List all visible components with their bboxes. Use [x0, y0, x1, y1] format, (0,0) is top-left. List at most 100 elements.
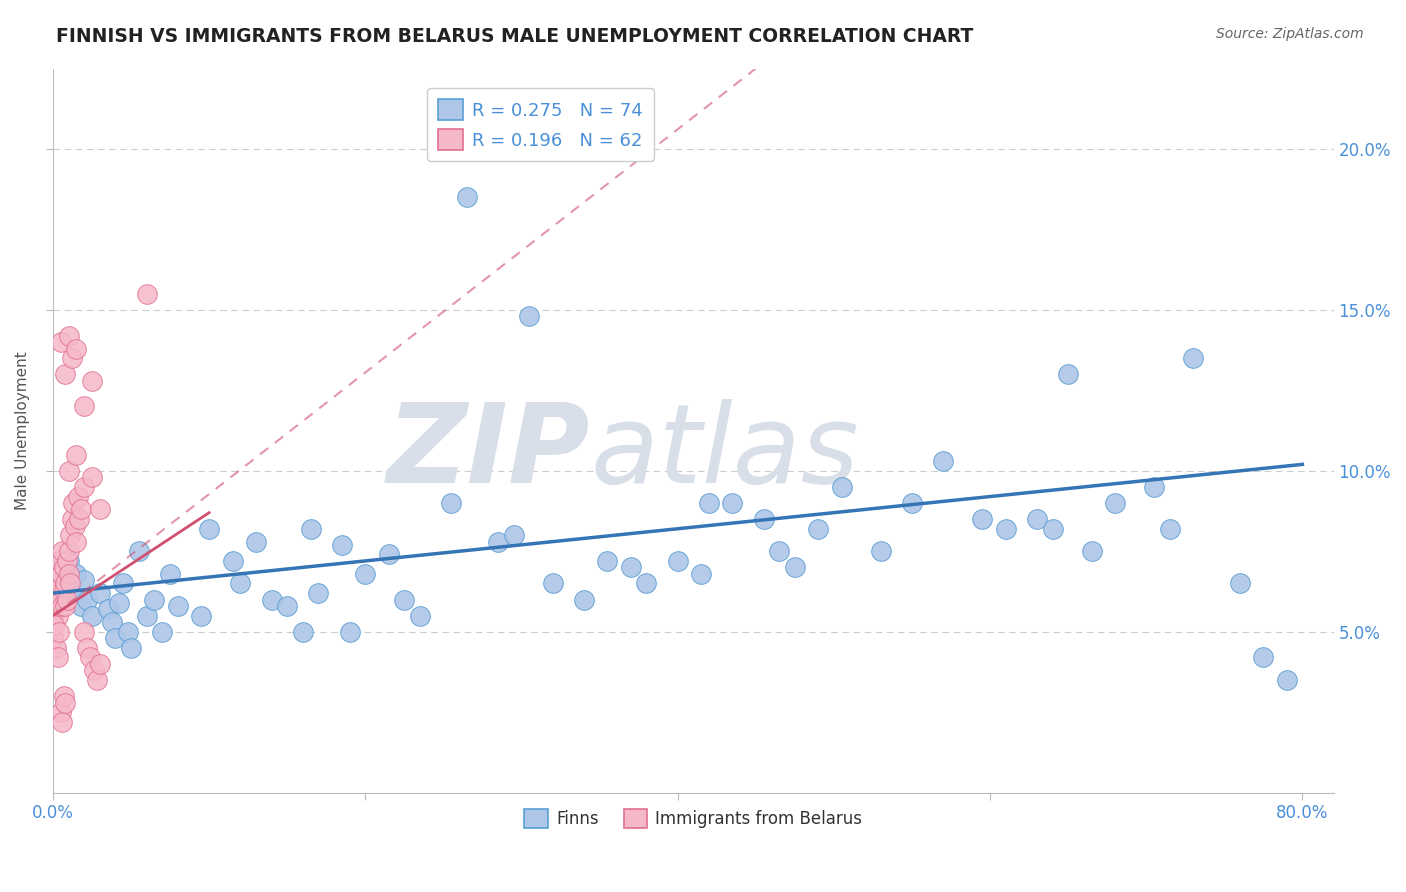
Point [120, 640, 142, 655]
Point [52, 560, 75, 574]
Text: ZIP: ZIP [387, 399, 591, 506]
Y-axis label: Male Unemployment: Male Unemployment [15, 351, 30, 510]
Point [541, 576, 564, 591]
Point [486, 534, 509, 549]
Point [59, 528, 82, 542]
Point [636, 576, 658, 591]
Point [932, 454, 955, 468]
Point [76, 592, 98, 607]
Point [190, 608, 212, 623]
Point [1229, 576, 1251, 591]
Point [49, 705, 72, 719]
Point [69, 512, 91, 526]
Point [55, 599, 77, 613]
Text: FINNISH VS IMMIGRANTS FROM BELARUS MALE UNEMPLOYMENT CORRELATION CHART: FINNISH VS IMMIGRANTS FROM BELARUS MALE … [56, 27, 973, 45]
Point [80, 608, 103, 623]
Point [167, 599, 190, 613]
Point [245, 534, 267, 549]
Point [456, 190, 478, 204]
Point [62, 496, 84, 510]
Point [42, 608, 65, 623]
Point [55, 696, 77, 710]
Point [107, 596, 129, 610]
Point [49, 334, 72, 349]
Point [807, 522, 830, 536]
Point [46, 586, 69, 600]
Point [572, 592, 595, 607]
Point [89, 502, 111, 516]
Point [58, 554, 80, 568]
Point [59, 576, 82, 591]
Point [73, 480, 96, 494]
Point [45, 599, 67, 613]
Point [48, 554, 70, 568]
Point [198, 522, 221, 536]
Point [70, 502, 93, 516]
Point [52, 689, 75, 703]
Point [377, 548, 399, 562]
Point [48, 624, 70, 639]
Point [51, 599, 73, 613]
Point [55, 368, 77, 382]
Point [51, 714, 73, 729]
Point [49, 566, 72, 581]
Point [89, 657, 111, 671]
Point [150, 624, 173, 639]
Point [831, 480, 853, 494]
Point [46, 608, 69, 623]
Point [596, 554, 619, 568]
Point [76, 640, 98, 655]
Point [394, 592, 416, 607]
Point [45, 640, 67, 655]
Point [65, 566, 87, 581]
Point [60, 351, 83, 366]
Point [869, 544, 891, 558]
Point [58, 544, 80, 558]
Point [721, 496, 744, 510]
Point [86, 673, 108, 687]
Point [135, 286, 157, 301]
Point [620, 560, 643, 574]
Point [1080, 544, 1102, 558]
Point [135, 608, 157, 623]
Point [104, 631, 127, 645]
Point [1159, 522, 1181, 536]
Point [1104, 496, 1126, 510]
Point [1025, 512, 1047, 526]
Point [112, 576, 135, 591]
Legend: Finns, Immigrants from Belarus: Finns, Immigrants from Belarus [517, 803, 869, 835]
Text: atlas: atlas [591, 399, 859, 506]
Point [440, 496, 463, 510]
Point [52, 582, 75, 597]
Point [49, 560, 72, 574]
Point [1057, 368, 1080, 382]
Point [299, 522, 322, 536]
Point [901, 496, 924, 510]
Point [1042, 522, 1064, 536]
Point [339, 624, 361, 639]
Point [117, 624, 139, 639]
Point [229, 576, 252, 591]
Point [73, 573, 96, 587]
Point [51, 544, 73, 558]
Point [42, 582, 65, 597]
Point [994, 522, 1017, 536]
Point [783, 560, 806, 574]
Point [60, 512, 83, 526]
Point [276, 599, 298, 613]
Point [58, 328, 80, 343]
Point [65, 342, 87, 356]
Point [752, 512, 775, 526]
Point [101, 615, 124, 629]
Point [42, 631, 65, 645]
Point [260, 592, 283, 607]
Point [65, 534, 87, 549]
Point [79, 650, 101, 665]
Point [73, 624, 96, 639]
Point [517, 310, 540, 324]
Text: Source: ZipAtlas.com: Source: ZipAtlas.com [1216, 27, 1364, 41]
Point [80, 374, 103, 388]
Point [44, 618, 66, 632]
Point [45, 560, 67, 574]
Point [697, 496, 720, 510]
